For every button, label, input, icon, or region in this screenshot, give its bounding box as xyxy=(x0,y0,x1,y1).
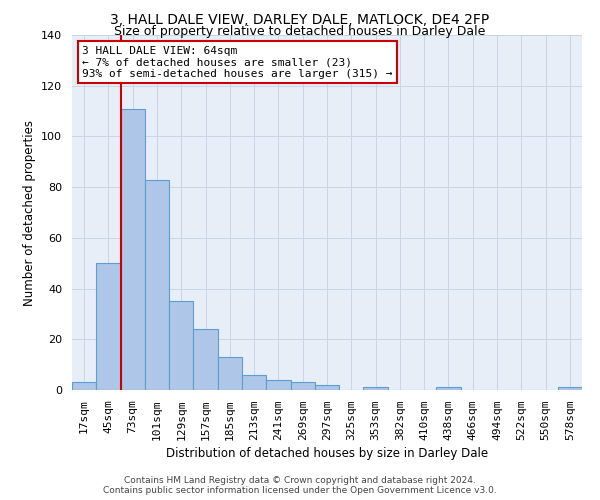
Bar xyxy=(121,108,145,390)
Y-axis label: Number of detached properties: Number of detached properties xyxy=(23,120,35,306)
Bar xyxy=(218,357,242,390)
Text: Contains HM Land Registry data © Crown copyright and database right 2024.
Contai: Contains HM Land Registry data © Crown c… xyxy=(103,476,497,495)
Bar xyxy=(436,388,461,390)
Bar xyxy=(193,329,218,390)
Bar xyxy=(72,382,96,390)
Text: Size of property relative to detached houses in Darley Dale: Size of property relative to detached ho… xyxy=(115,25,485,38)
Bar xyxy=(364,388,388,390)
Bar xyxy=(315,385,339,390)
Text: 3 HALL DALE VIEW: 64sqm
← 7% of detached houses are smaller (23)
93% of semi-det: 3 HALL DALE VIEW: 64sqm ← 7% of detached… xyxy=(82,46,392,79)
Bar xyxy=(145,180,169,390)
Text: 3, HALL DALE VIEW, DARLEY DALE, MATLOCK, DE4 2FP: 3, HALL DALE VIEW, DARLEY DALE, MATLOCK,… xyxy=(110,12,490,26)
Bar xyxy=(266,380,290,390)
Bar xyxy=(242,375,266,390)
Bar xyxy=(169,301,193,390)
Bar xyxy=(558,388,582,390)
Bar xyxy=(290,382,315,390)
Bar xyxy=(96,263,121,390)
X-axis label: Distribution of detached houses by size in Darley Dale: Distribution of detached houses by size … xyxy=(166,447,488,460)
